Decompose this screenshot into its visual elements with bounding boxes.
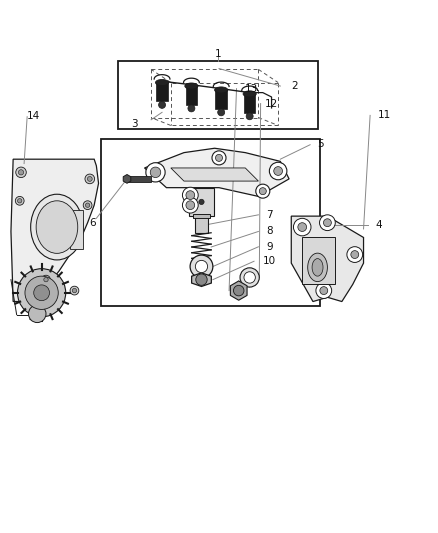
Circle shape bbox=[186, 191, 195, 199]
Circle shape bbox=[18, 169, 24, 175]
Bar bbox=[70, 209, 83, 249]
Bar bbox=[193, 214, 210, 219]
Text: 14: 14 bbox=[27, 111, 40, 122]
Bar bbox=[302, 237, 335, 284]
Circle shape bbox=[347, 247, 363, 262]
Circle shape bbox=[195, 260, 208, 273]
Text: 10: 10 bbox=[263, 256, 276, 266]
Circle shape bbox=[323, 219, 332, 227]
Circle shape bbox=[351, 251, 359, 259]
Circle shape bbox=[256, 184, 270, 198]
Circle shape bbox=[298, 223, 307, 231]
Text: 7: 7 bbox=[266, 210, 273, 220]
Circle shape bbox=[28, 305, 46, 322]
Text: 1: 1 bbox=[215, 49, 222, 59]
Circle shape bbox=[215, 155, 223, 161]
Circle shape bbox=[70, 286, 79, 295]
Circle shape bbox=[188, 105, 195, 112]
Text: 4: 4 bbox=[376, 220, 382, 230]
Ellipse shape bbox=[312, 259, 323, 276]
Circle shape bbox=[87, 176, 92, 181]
Ellipse shape bbox=[215, 87, 228, 93]
Text: 12: 12 bbox=[265, 99, 278, 109]
Ellipse shape bbox=[185, 83, 198, 89]
Text: 11: 11 bbox=[378, 110, 391, 120]
Polygon shape bbox=[123, 174, 131, 183]
Text: 2: 2 bbox=[292, 80, 298, 91]
Polygon shape bbox=[145, 148, 289, 197]
Polygon shape bbox=[291, 216, 364, 302]
Ellipse shape bbox=[243, 91, 256, 97]
Ellipse shape bbox=[36, 201, 78, 253]
Ellipse shape bbox=[31, 194, 83, 260]
Polygon shape bbox=[11, 159, 99, 302]
Polygon shape bbox=[171, 168, 258, 181]
Circle shape bbox=[212, 151, 226, 165]
Circle shape bbox=[34, 285, 49, 301]
Text: 8: 8 bbox=[266, 227, 273, 237]
Circle shape bbox=[269, 162, 287, 180]
Polygon shape bbox=[186, 86, 197, 105]
Circle shape bbox=[150, 167, 161, 177]
Circle shape bbox=[196, 274, 207, 285]
Bar bbox=[189, 188, 214, 216]
Circle shape bbox=[83, 201, 92, 209]
Circle shape bbox=[16, 167, 26, 177]
Circle shape bbox=[319, 215, 336, 231]
Circle shape bbox=[146, 163, 165, 182]
Circle shape bbox=[25, 276, 58, 310]
Circle shape bbox=[186, 201, 195, 209]
Circle shape bbox=[293, 219, 311, 236]
Bar bbox=[127, 176, 151, 182]
Circle shape bbox=[85, 203, 90, 207]
Circle shape bbox=[42, 275, 50, 284]
Ellipse shape bbox=[307, 253, 328, 281]
Circle shape bbox=[320, 287, 328, 295]
Ellipse shape bbox=[155, 79, 169, 86]
Circle shape bbox=[159, 101, 166, 108]
Circle shape bbox=[199, 199, 204, 205]
Polygon shape bbox=[215, 90, 227, 109]
Circle shape bbox=[240, 268, 259, 287]
Circle shape bbox=[85, 174, 95, 184]
Polygon shape bbox=[191, 273, 212, 286]
Circle shape bbox=[233, 285, 244, 296]
Bar bbox=[118, 61, 318, 128]
Text: 3: 3 bbox=[131, 119, 138, 129]
Circle shape bbox=[244, 272, 255, 283]
Bar bbox=[101, 140, 320, 306]
Circle shape bbox=[15, 197, 24, 205]
Polygon shape bbox=[156, 83, 168, 101]
Circle shape bbox=[44, 278, 48, 282]
Text: 13: 13 bbox=[244, 84, 258, 94]
Circle shape bbox=[259, 188, 266, 195]
Bar bbox=[195, 216, 208, 233]
Polygon shape bbox=[230, 281, 247, 300]
Polygon shape bbox=[244, 94, 255, 113]
Circle shape bbox=[72, 288, 77, 293]
Circle shape bbox=[183, 187, 198, 203]
Circle shape bbox=[190, 255, 213, 278]
Circle shape bbox=[274, 167, 283, 175]
Circle shape bbox=[18, 269, 66, 317]
Circle shape bbox=[218, 109, 225, 116]
Text: 5: 5 bbox=[318, 139, 324, 149]
Text: 6: 6 bbox=[89, 217, 95, 228]
Circle shape bbox=[316, 282, 332, 298]
Circle shape bbox=[18, 199, 22, 203]
Circle shape bbox=[246, 113, 253, 120]
Text: 9: 9 bbox=[266, 242, 273, 252]
Circle shape bbox=[183, 197, 198, 213]
